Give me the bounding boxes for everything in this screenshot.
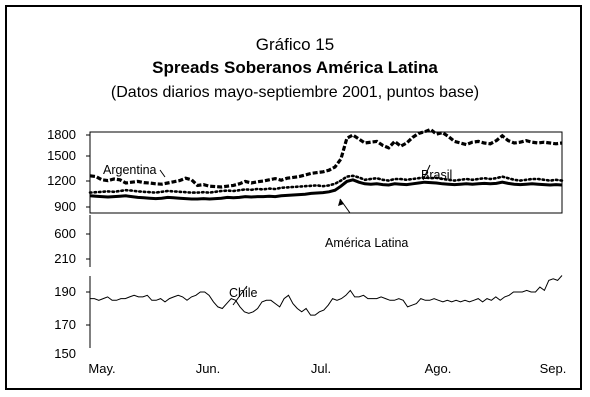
y-tick-label: 150 — [54, 346, 76, 361]
series-am-rica-latina — [89, 178, 563, 201]
chart-title: Gráfico 15 — [256, 35, 334, 54]
ticks-layer: 1800 1500 1200 900 600 210 190 170 150 May. Jun. Ju… — [47, 127, 566, 376]
y-tick-label: 210 — [54, 251, 76, 266]
series-chile — [90, 275, 563, 316]
label-america-latina: América Latina — [325, 236, 408, 250]
x-tick-label: Ago. — [425, 361, 452, 376]
y-tick-label: 900 — [54, 199, 76, 214]
series-argentina — [89, 127, 563, 189]
x-tick-label: Jul. — [311, 361, 331, 376]
series-layer — [88, 127, 564, 316]
y-tick-label: 600 — [54, 226, 76, 241]
x-tick-label: Jun. — [196, 361, 221, 376]
label-brasil: Brasil — [421, 168, 452, 182]
y-tick-label: 1800 — [47, 127, 76, 142]
y-tick-label: 190 — [54, 284, 76, 299]
label-argentina: Argentina — [103, 163, 157, 177]
y-tick-label: 1200 — [47, 173, 76, 188]
leader-brasil — [422, 164, 431, 181]
chart-subtitle: Spreads Soberanos América Latina — [152, 58, 438, 77]
series-brasil — [88, 174, 564, 194]
chart-note: (Datos diarios mayo-septiembre 2001, pun… — [111, 84, 479, 101]
x-tick-label: May. — [88, 361, 115, 376]
leader-chile — [232, 285, 248, 306]
leader-argentina — [159, 169, 166, 178]
y-tick-label: 1500 — [47, 148, 76, 163]
arrowhead-america-latina — [338, 199, 344, 206]
panel-top-box — [89, 131, 563, 214]
axes — [89, 131, 563, 348]
label-chile: Chile — [229, 286, 258, 300]
x-tick-label: Sep. — [540, 361, 567, 376]
y-tick-label: 170 — [54, 317, 76, 332]
